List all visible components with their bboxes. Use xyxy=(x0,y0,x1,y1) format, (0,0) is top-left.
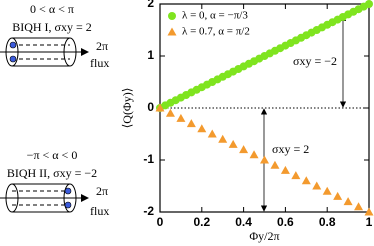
point xyxy=(228,139,238,148)
y-tick-label: -1 xyxy=(143,152,154,166)
flux-label: flux xyxy=(90,56,109,70)
phase-label: BIQH II, σxy = −2 xyxy=(7,166,97,180)
annotation: σxy = 2 xyxy=(272,142,309,156)
condition: −π < α < 0 xyxy=(27,148,78,162)
point xyxy=(364,207,374,216)
flux-amount: 2π xyxy=(96,39,108,53)
x-tick-label: 1 xyxy=(366,215,373,229)
x-tick-label: 0.8 xyxy=(319,215,336,229)
x-tick-label: 0.6 xyxy=(277,215,294,229)
point xyxy=(176,113,186,122)
condition: 0 < α < π xyxy=(30,2,74,16)
point xyxy=(280,165,290,174)
point xyxy=(207,129,217,138)
point xyxy=(322,186,332,195)
point xyxy=(365,0,373,8)
x-tick-label: 0.4 xyxy=(235,215,252,229)
x-tick-label: 0.2 xyxy=(193,215,210,229)
point xyxy=(197,124,207,133)
point xyxy=(312,181,322,190)
point xyxy=(218,134,228,143)
legend-marker xyxy=(167,27,177,36)
y-axis-title: ⟨Q(Φy)⟩ xyxy=(120,88,134,129)
y-tick-label: 1 xyxy=(147,48,154,62)
y-tick-label: -2 xyxy=(143,204,154,218)
flux-amount: 2π xyxy=(96,184,108,198)
point xyxy=(270,160,280,169)
y-tick-label: 0 xyxy=(147,100,154,114)
schematic-top: 0 < α < π BIQH I, σxy = 2 2π flux xyxy=(0,2,109,70)
point xyxy=(249,150,259,159)
legend-label: λ = 0, α = −π/3 xyxy=(182,10,248,22)
schematic-bottom: −π < α < 0 BIQH II, σxy = −2 2π flux xyxy=(0,148,109,218)
point xyxy=(260,155,269,164)
point xyxy=(354,202,364,211)
point xyxy=(165,108,175,117)
point xyxy=(291,171,301,180)
annotation: σxy = −2 xyxy=(293,54,337,68)
point xyxy=(239,145,249,154)
phase-label: BIQH I, σxy = 2 xyxy=(12,20,92,34)
point xyxy=(333,191,343,200)
point xyxy=(155,103,165,112)
legend-marker xyxy=(168,12,176,20)
x-axis-title: Φy/2π xyxy=(249,229,279,243)
legend-label: λ = 0.7, α = π/2 xyxy=(182,26,250,38)
point xyxy=(186,119,196,128)
point xyxy=(343,197,353,206)
flux-label: flux xyxy=(90,204,109,218)
point xyxy=(301,176,311,185)
plot: -2 -1 0 1 2 0 0.2 0.4 0.6 0.8 1 Φy/2π ⟨Q(Φy)⟩ σxy = −… xyxy=(120,0,374,243)
x-tick-label: 0 xyxy=(157,215,164,229)
y-tick-label: 2 xyxy=(147,0,154,10)
